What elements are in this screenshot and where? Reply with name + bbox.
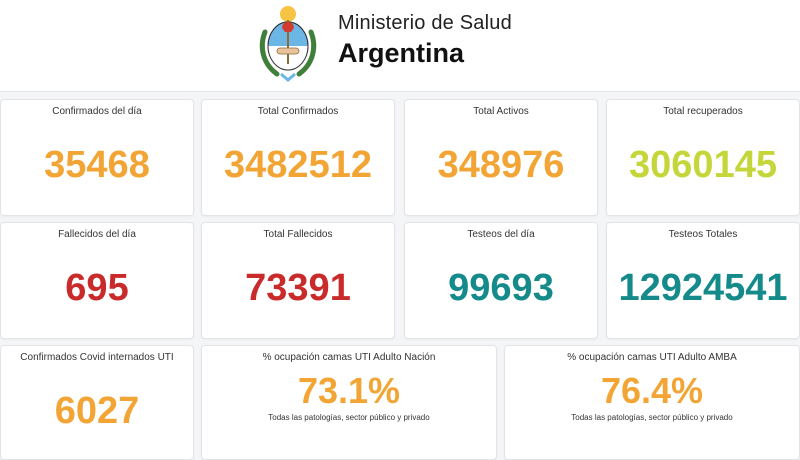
card-fallecidos-dia: Fallecidos del día 695 bbox=[0, 222, 194, 339]
card-label: Confirmados Covid internados UTI bbox=[20, 352, 174, 363]
card-value: 348976 bbox=[437, 144, 565, 186]
card-label: Testeos Totales bbox=[668, 229, 738, 240]
card-label: Testeos del día bbox=[467, 229, 535, 240]
card-value: 12924541 bbox=[618, 267, 788, 309]
header: Ministerio de Salud Argentina bbox=[0, 0, 800, 92]
card-note: Todas las patologías, sector público y p… bbox=[268, 413, 430, 422]
card-value: 73391 bbox=[245, 267, 351, 309]
card-label: Confirmados del día bbox=[52, 106, 142, 117]
card-confirmados-dia: Confirmados del día 35468 bbox=[0, 99, 194, 216]
card-value: 35468 bbox=[44, 144, 150, 186]
argentina-seal-icon bbox=[259, 6, 317, 82]
card-label: Total Confirmados bbox=[257, 106, 339, 117]
card-total-confirmados: Total Confirmados 3482512 bbox=[201, 99, 395, 216]
card-label: % ocupación camas UTI Adulto AMBA bbox=[567, 352, 737, 363]
card-value: 3060145 bbox=[629, 144, 777, 186]
card-value: 3482512 bbox=[224, 144, 372, 186]
card-label: Total Fallecidos bbox=[263, 229, 333, 240]
card-label: % ocupación camas UTI Adulto Nación bbox=[262, 352, 436, 363]
card-total-fallecidos: Total Fallecidos 73391 bbox=[201, 222, 395, 339]
card-testeos-totales: Testeos Totales 12924541 bbox=[606, 222, 800, 339]
card-total-activos: Total Activos 348976 bbox=[404, 99, 598, 216]
card-value: 73.1% bbox=[297, 370, 401, 411]
card-total-recuperados: Total recuperados 3060145 bbox=[606, 99, 800, 216]
card-label: Total Activos bbox=[473, 106, 529, 117]
card-internados-uti: Confirmados Covid internados UTI 6027 bbox=[0, 345, 194, 460]
card-value: 99693 bbox=[448, 267, 554, 309]
card-label: Total recuperados bbox=[663, 106, 743, 117]
card-value: 695 bbox=[65, 267, 129, 309]
card-value: 6027 bbox=[54, 390, 140, 432]
card-ocupacion-uti-amba: % ocupación camas UTI Adulto AMBA 76.4% … bbox=[504, 345, 800, 460]
card-value: 76.4% bbox=[600, 370, 704, 411]
card-testeos-dia: Testeos del día 99693 bbox=[404, 222, 598, 339]
ministry-name: Ministerio de Salud bbox=[338, 12, 512, 34]
card-label: Fallecidos del día bbox=[58, 229, 136, 240]
country-name: Argentina bbox=[338, 38, 465, 68]
card-note: Todas las patologías, sector público y p… bbox=[571, 413, 733, 422]
card-ocupacion-uti-nacion: % ocupación camas UTI Adulto Nación 73.1… bbox=[201, 345, 497, 460]
